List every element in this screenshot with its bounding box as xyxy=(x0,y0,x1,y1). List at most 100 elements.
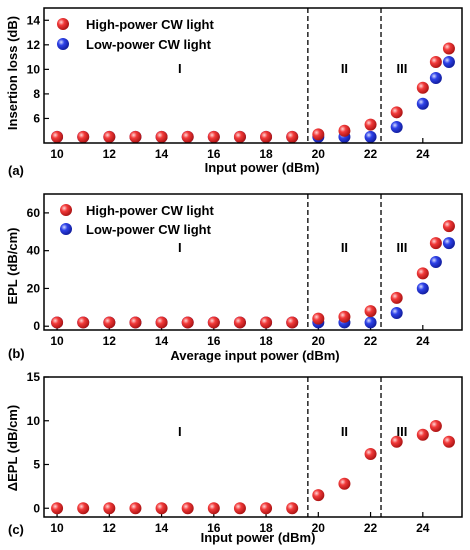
data-point-low-power-cw-light xyxy=(364,316,377,329)
region-label: II xyxy=(341,424,348,439)
region-label: I xyxy=(178,424,182,439)
legend-marker-high-power xyxy=(57,18,69,30)
y-tick-label: 12 xyxy=(27,38,41,52)
plot-area xyxy=(43,193,463,331)
x-tick-label: 18 xyxy=(259,147,273,161)
legend-item-high-power: High-power CW light xyxy=(60,203,214,218)
region-label: III xyxy=(396,240,407,255)
y-tick-label: 15 xyxy=(27,370,41,384)
data-point-high-power-cw-light xyxy=(77,316,90,329)
chart-panel-b: EPL (dB/cm) Average input power (dBm) (b… xyxy=(5,193,463,363)
data-point-high-power-cw-light xyxy=(181,316,194,329)
data-point-high-power-cw-light xyxy=(155,130,168,143)
data-point-high-power-cw-light xyxy=(103,130,116,143)
x-tick-label: 16 xyxy=(207,147,221,161)
data-point-series-1 xyxy=(51,502,64,515)
x-axis-label: Input power (dBm) xyxy=(205,160,320,175)
data-point-high-power-cw-light xyxy=(312,128,325,141)
plot-area xyxy=(43,376,463,518)
y-axis-label: EPL (dB/cm) xyxy=(5,227,20,304)
data-point-series-1 xyxy=(338,477,351,490)
data-point-high-power-cw-light xyxy=(233,130,246,143)
plot-area xyxy=(43,7,463,144)
x-tick-label: 24 xyxy=(416,147,430,161)
legend: High-power CW light Low-power CW light xyxy=(57,17,214,52)
data-point-high-power-cw-light xyxy=(312,312,325,325)
x-tick-label: 24 xyxy=(416,334,430,348)
data-point-high-power-cw-light xyxy=(207,130,220,143)
panel-label: (b) xyxy=(8,346,25,361)
data-point-series-1 xyxy=(416,428,429,441)
y-tick-label: 5 xyxy=(33,458,40,472)
data-point-high-power-cw-light xyxy=(390,106,403,119)
data-point-high-power-cw-light xyxy=(286,316,299,329)
data-point-series-1 xyxy=(233,502,246,515)
legend-label-low-power: Low-power CW light xyxy=(86,222,212,237)
y-tick-label: 10 xyxy=(27,414,41,428)
x-tick-label: 22 xyxy=(364,334,378,348)
x-tick-label: 20 xyxy=(312,334,326,348)
x-tick-label: 14 xyxy=(155,521,169,535)
data-point-low-power-cw-light xyxy=(364,130,377,143)
data-point-high-power-cw-light xyxy=(260,130,273,143)
x-tick-label: 16 xyxy=(207,521,221,535)
x-tick-label: 10 xyxy=(50,334,64,348)
region-label: II xyxy=(341,61,348,76)
panel-label: (a) xyxy=(8,163,24,178)
data-point-series-1 xyxy=(207,502,220,515)
x-tick-label: 22 xyxy=(364,521,378,535)
data-point-high-power-cw-light xyxy=(416,81,429,94)
data-point-series-1 xyxy=(312,489,325,502)
legend-label-low-power: Low-power CW light xyxy=(86,37,212,52)
data-point-low-power-cw-light xyxy=(390,121,403,134)
y-axis-label: ΔEPL (dB/cm) xyxy=(5,405,20,491)
y-tick-label: 0 xyxy=(33,501,40,515)
data-point-high-power-cw-light xyxy=(416,267,429,280)
x-tick-label: 14 xyxy=(155,334,169,348)
data-point-high-power-cw-light xyxy=(103,316,116,329)
region-label: II xyxy=(341,240,348,255)
x-tick-label: 12 xyxy=(103,521,117,535)
y-tick-label: 6 xyxy=(33,111,40,125)
data-point-high-power-cw-light xyxy=(51,130,64,143)
data-point-high-power-cw-light xyxy=(181,130,194,143)
x-tick-label: 14 xyxy=(155,147,169,161)
data-point-series-1 xyxy=(429,420,442,432)
data-point-high-power-cw-light xyxy=(286,130,299,143)
y-tick-label: 14 xyxy=(27,13,41,27)
legend-label-high-power: High-power CW light xyxy=(86,17,214,32)
data-point-series-1 xyxy=(442,435,455,448)
data-point-low-power-cw-light xyxy=(429,256,442,268)
data-point-low-power-cw-light xyxy=(416,282,429,295)
y-tick-label: 10 xyxy=(27,62,41,76)
data-point-high-power-cw-light xyxy=(77,130,90,143)
x-tick-label: 10 xyxy=(50,521,64,535)
x-tick-label: 20 xyxy=(312,521,326,535)
y-tick-label: 60 xyxy=(27,206,41,220)
region-label: III xyxy=(396,424,407,439)
data-point-high-power-cw-light xyxy=(233,316,246,329)
legend-item-low-power: Low-power CW light xyxy=(60,222,212,237)
data-point-high-power-cw-light xyxy=(442,42,455,55)
legend: High-power CW light Low-power CW light xyxy=(60,203,214,237)
data-point-high-power-cw-light xyxy=(51,316,64,329)
data-point-series-1 xyxy=(77,502,90,515)
data-point-high-power-cw-light xyxy=(442,220,455,233)
data-point-series-1 xyxy=(286,502,299,515)
chart-panel-c: ΔEPL (dB/cm) Input power (dBm) (c) 10 12 1… xyxy=(5,370,463,545)
data-point-high-power-cw-light xyxy=(260,316,273,329)
data-point-low-power-cw-light xyxy=(442,56,455,68)
x-tick-label: 16 xyxy=(207,334,221,348)
y-tick-label: 0 xyxy=(33,319,40,333)
data-point-series-1 xyxy=(129,502,142,515)
data-point-high-power-cw-light xyxy=(338,124,351,137)
region-label: III xyxy=(396,61,407,76)
data-point-high-power-cw-light xyxy=(338,310,351,323)
data-point-high-power-cw-light xyxy=(207,316,220,329)
legend-marker-high-power xyxy=(60,204,72,216)
data-point-high-power-cw-light xyxy=(364,118,377,131)
chart-panel-a: Insertion loss (dB) Input power (dBm) (a… xyxy=(5,7,463,178)
data-point-high-power-cw-light xyxy=(429,56,442,68)
data-point-series-1 xyxy=(155,502,168,515)
